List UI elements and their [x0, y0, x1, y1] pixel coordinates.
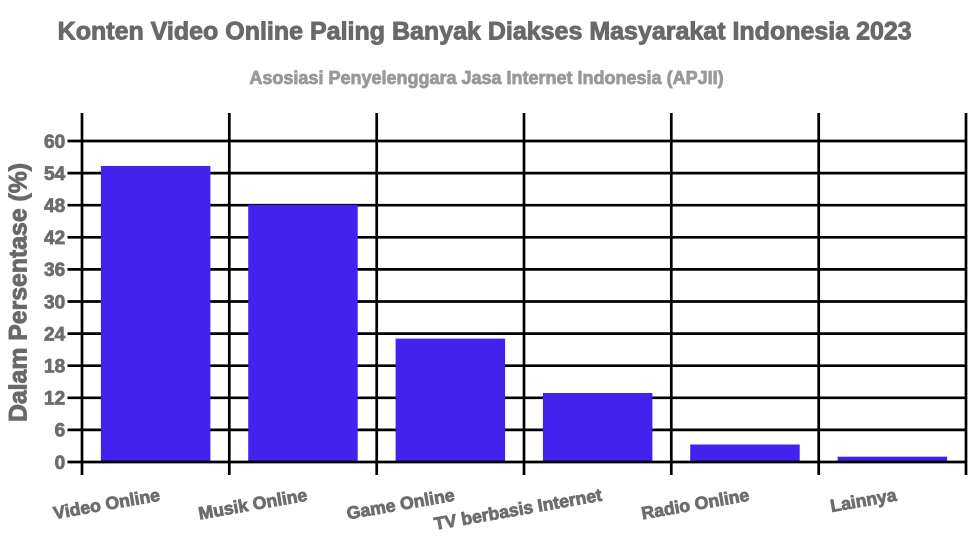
svg-text:Dalam Persentase (%): Dalam Persentase (%) [6, 163, 33, 422]
svg-text:18: 18 [44, 357, 65, 378]
svg-text:12: 12 [44, 389, 65, 410]
svg-text:Asosiasi Penyelenggara Jasa In: Asosiasi Penyelenggara Jasa Internet Ind… [249, 68, 723, 88]
svg-text:0: 0 [55, 453, 66, 474]
svg-text:6: 6 [55, 421, 66, 442]
svg-text:48: 48 [44, 196, 65, 217]
svg-text:24: 24 [44, 324, 66, 345]
svg-text:Konten Video Online Paling Ban: Konten Video Online Paling Banyak Diakse… [58, 17, 912, 45]
svg-text:36: 36 [44, 260, 65, 281]
svg-text:30: 30 [44, 292, 65, 313]
svg-text:42: 42 [44, 228, 65, 249]
svg-text:54: 54 [44, 164, 66, 185]
svg-text:60: 60 [44, 132, 65, 153]
